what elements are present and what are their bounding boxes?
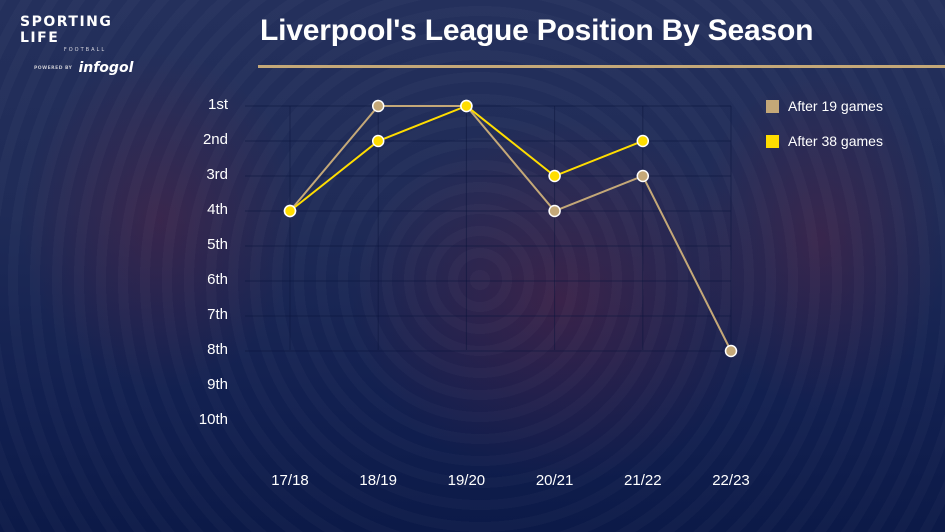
series-line: [289, 105, 732, 352]
brand-subtitle: FOOTBALL: [63, 47, 107, 53]
data-point: [636, 169, 650, 183]
chart-title: Liverpool's League Position By Season: [260, 14, 814, 47]
y-tick-label: 8th: [207, 341, 228, 358]
legend-label: After 38 games: [788, 133, 883, 149]
x-tick-label: 21/22: [624, 472, 662, 489]
legend-item-after-38: After 38 games: [766, 131, 883, 151]
y-tick-label: 3rd: [206, 166, 228, 183]
x-tick-label: 17/18: [271, 472, 309, 489]
x-tick-label: 20/21: [535, 472, 574, 489]
data-point: [636, 134, 650, 148]
legend-swatch-icon: [766, 134, 779, 148]
x-tick-label: 18/19: [359, 472, 397, 489]
x-tick-label: 19/20: [447, 472, 486, 489]
y-tick-label: 10th: [198, 411, 228, 428]
x-tick-label: 22/23: [712, 472, 750, 489]
data-point: [724, 344, 738, 358]
powered-by-label: POWERED BY: [34, 65, 73, 71]
y-tick-label: 4th: [207, 201, 228, 218]
data-point: [371, 134, 385, 148]
data-point: [548, 169, 561, 183]
chart-grid: [245, 105, 732, 352]
y-tick-label: 9th: [207, 376, 228, 393]
y-tick-label: 5th: [207, 236, 228, 253]
title-underline: [258, 65, 945, 68]
powered-by: POWERED BY infogol: [34, 60, 150, 76]
data-point: [548, 204, 561, 218]
data-point: [460, 99, 473, 113]
y-tick-label: 7th: [207, 306, 228, 323]
brand-name: SPORTING LIFE: [20, 14, 113, 46]
legend-label: After 19 games: [788, 98, 883, 114]
y-tick-label: 1st: [207, 96, 228, 113]
legend-item-after-19: After 19 games: [766, 96, 883, 116]
data-point: [371, 99, 385, 113]
data-point: [283, 204, 297, 218]
chart-series: [283, 99, 738, 358]
y-tick-label: 6th: [207, 271, 228, 288]
sporting-life-logo: SPORTING LIFE FOOTBALL POWERED BY infogo…: [20, 14, 150, 76]
y-tick-label: 2nd: [202, 131, 228, 148]
infogol-logo: infogol: [78, 60, 134, 76]
legend: After 19 games After 38 games: [766, 96, 883, 166]
legend-swatch-icon: [766, 99, 779, 113]
